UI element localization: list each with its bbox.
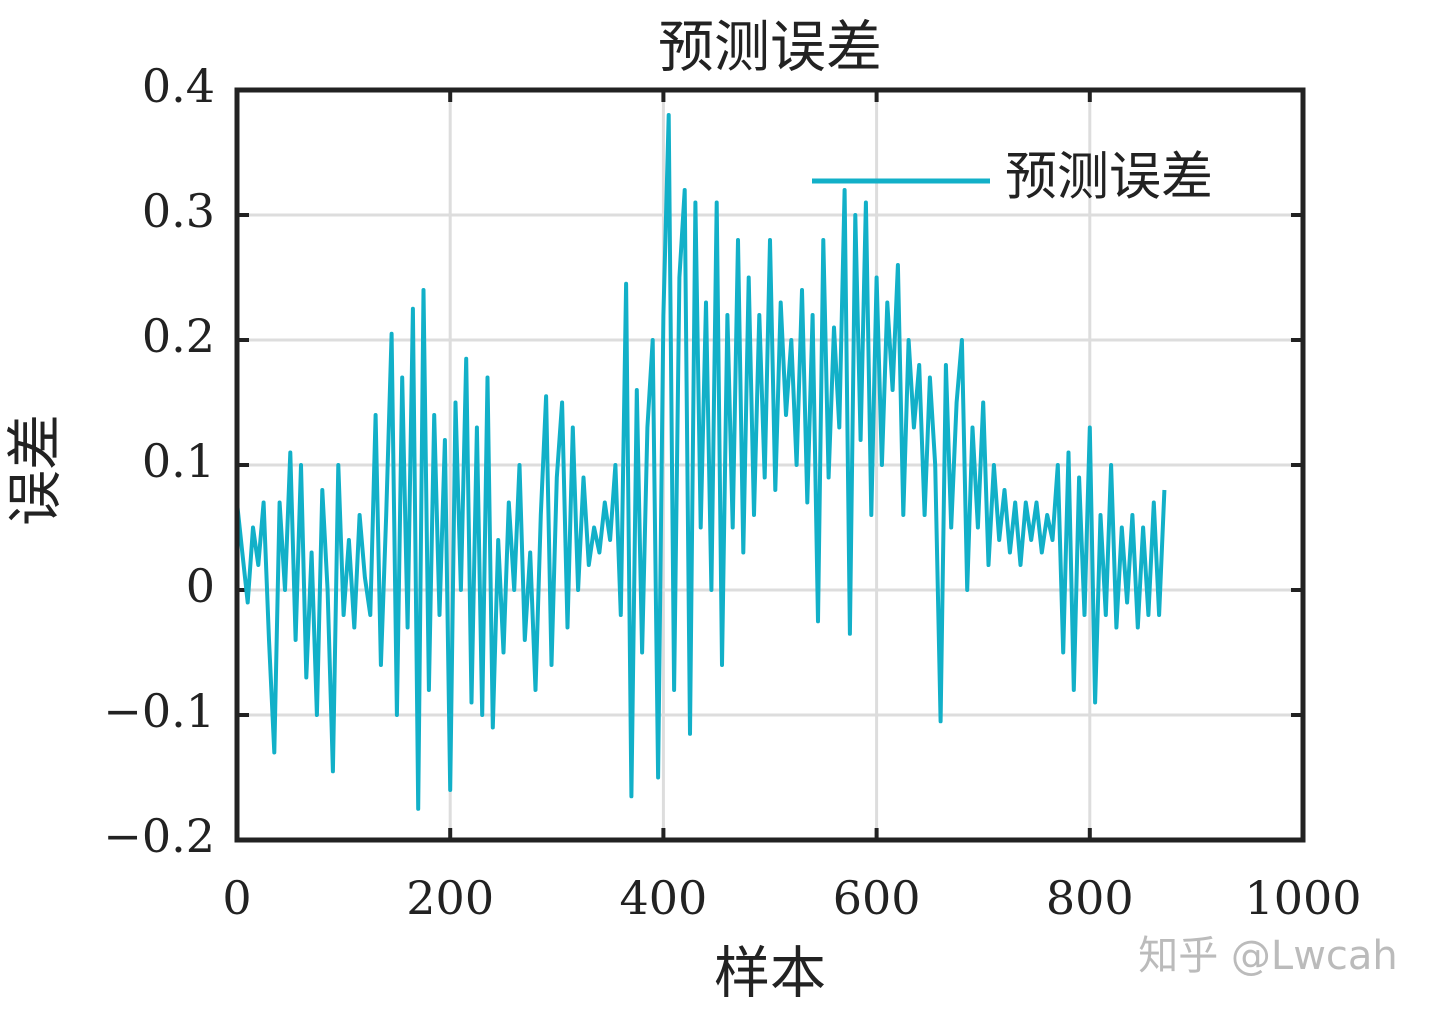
y-tick-label: −0.1 xyxy=(103,684,215,738)
y-tick-label: 0.3 xyxy=(142,184,215,238)
plot-frame xyxy=(234,87,1306,843)
y-tick-label: 0.4 xyxy=(142,59,215,113)
y-tick-label: −0.2 xyxy=(103,809,215,863)
x-axis-label: 样本 xyxy=(714,942,826,1007)
x-tick-label: 0 xyxy=(222,871,251,925)
chart-title: 预测误差 xyxy=(658,16,882,81)
x-tick-label: 600 xyxy=(833,871,921,925)
data-line xyxy=(235,113,1167,811)
x-tick-label: 200 xyxy=(406,871,494,925)
y-tick-label: 0 xyxy=(186,559,215,613)
watermark: 知乎 @Lwcah xyxy=(1138,933,1398,979)
x-tick-label: 1000 xyxy=(1244,871,1361,925)
x-tick-label: 800 xyxy=(1046,871,1134,925)
x-tick-label: 400 xyxy=(619,871,707,925)
y-tick-label: 0.2 xyxy=(142,309,215,363)
y-tick-label: 0.1 xyxy=(142,434,215,488)
y-axis-label: 误差 xyxy=(4,414,69,526)
legend-label: 预测误差 xyxy=(1005,148,1213,208)
